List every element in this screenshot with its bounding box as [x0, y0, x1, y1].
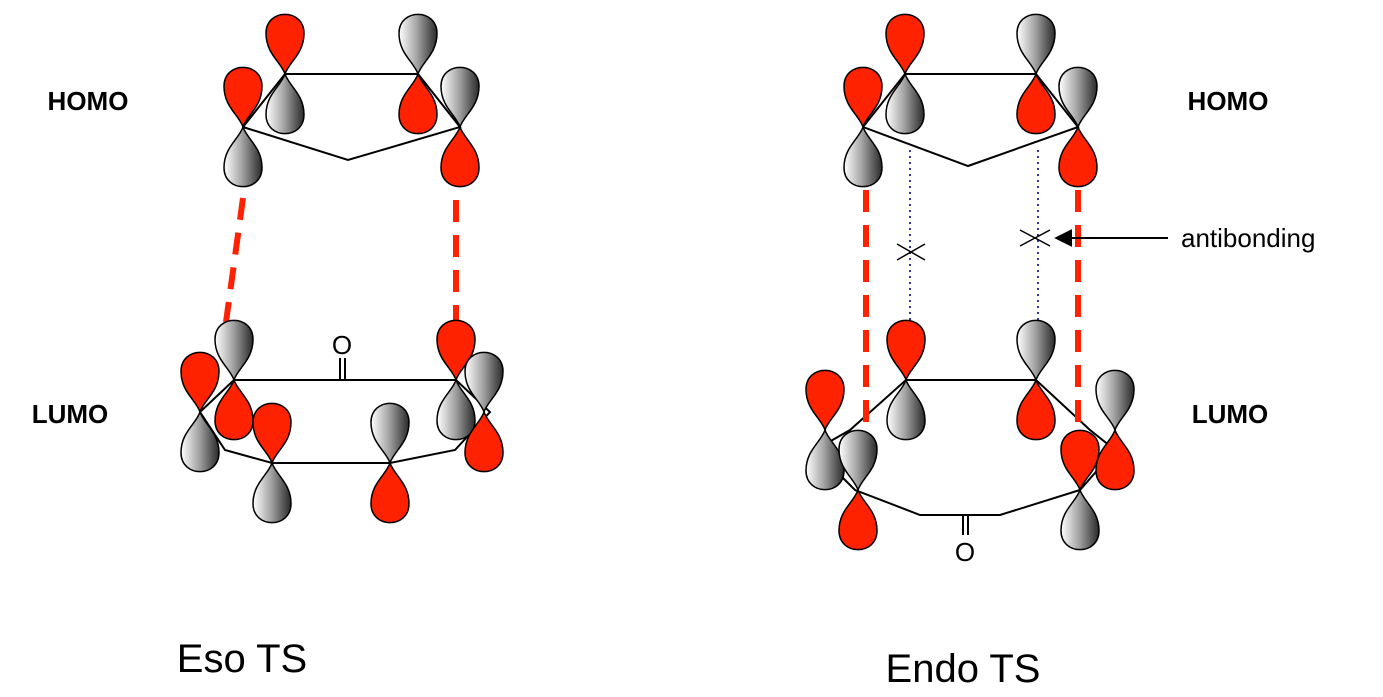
- endo-homo-p-orbital-2-bottom-lobe: [885, 71, 925, 135]
- exo-homo-p-orbital-1-bottom-lobe: [223, 124, 263, 188]
- endo-lumo-p-orbital-1-bottom-lobe: [805, 427, 845, 491]
- endo-homo-p-orbital-1-top-lobe: [843, 66, 883, 130]
- exo-homo-p-orbital-4-top-lobe: [440, 66, 480, 130]
- exo-homo-p-orbital-2-top-lobe: [265, 13, 305, 77]
- endo-lumo-p-orbital-6-top-lobe: [1095, 369, 1135, 433]
- endo-lumo-p-orbital-4-bottom-lobe: [1016, 377, 1056, 441]
- endo-lumo-p-orbital-5-top-lobe: [1060, 429, 1100, 493]
- exo-lumo-p-orbital-1-top-lobe: [180, 351, 220, 415]
- endo-lumo-p-orbital-2-top-lobe: [838, 429, 878, 493]
- exo-lumo-ring: [199, 379, 492, 464]
- exo-homo-p-orbital-3-top-lobe: [398, 13, 438, 77]
- exo-homo-p-orbital-4-bottom-lobe: [440, 124, 480, 188]
- endo-homo-p-orbital-4-top-lobe: [1058, 66, 1098, 130]
- endo-homo-p-orbital-3-bottom-lobe: [1016, 71, 1056, 135]
- exo-carbonyl-oxygen: O: [332, 330, 352, 360]
- exo-lumo-p-orbital-4-bottom-lobe: [370, 460, 410, 524]
- endo-carbonyl-oxygen: O: [955, 537, 975, 567]
- endo-lumo-p-orbital-3-top-lobe: [886, 319, 926, 383]
- endo-orbital-lobes: [805, 13, 1135, 551]
- endo-homo-p-orbital-4-bottom-lobe: [1058, 124, 1098, 188]
- exo-lumo-label: LUMO: [32, 399, 109, 429]
- endo-homo-p-orbital-3-top-lobe: [1016, 13, 1056, 77]
- exo-homo-label: HOMO: [48, 86, 129, 116]
- exo-homo-p-orbital-1-top-lobe: [223, 66, 263, 130]
- exo-orbital-lobes: [180, 13, 504, 524]
- endo-lumo-p-orbital-2-bottom-lobe: [838, 487, 878, 551]
- endo-lumo-p-orbital-5-bottom-lobe: [1060, 487, 1100, 551]
- exo-lumo-p-orbital-2-bottom-lobe: [214, 377, 254, 441]
- endo-antibonding-cross-left: [896, 243, 926, 261]
- endo-antibonding-cross-right: [1019, 229, 1051, 247]
- exo-lumo-p-orbital-1-bottom-lobe: [180, 409, 220, 473]
- exo-homo-p-orbital-2-bottom-lobe: [265, 71, 305, 135]
- exo-lumo-p-orbital-6-top-lobe: [464, 351, 504, 415]
- endo-homo-p-orbital-1-bottom-lobe: [843, 124, 883, 188]
- exo-lumo-p-orbital-2-top-lobe: [214, 319, 254, 383]
- endo-lumo-label: LUMO: [1192, 399, 1269, 429]
- endo-lumo-p-orbital-1-top-lobe: [805, 369, 845, 433]
- exo-lumo-p-orbital-4-top-lobe: [370, 402, 410, 466]
- exo-panel: O HOMO LUMO Eso TS: [32, 13, 504, 681]
- endo-homo-label: HOMO: [1188, 86, 1269, 116]
- endo-caption: Endo TS: [886, 647, 1041, 691]
- antibonding-label: antibonding: [1181, 223, 1315, 253]
- exo-bonding-dash-left: [223, 197, 246, 323]
- endo-panel: antibonding O HOMO LUMO Endo TS: [805, 13, 1315, 691]
- endo-lumo-p-orbital-4-top-lobe: [1016, 319, 1056, 383]
- exo-lumo-p-orbital-3-bottom-lobe: [252, 460, 292, 524]
- endo-homo-p-orbital-2-top-lobe: [885, 13, 925, 77]
- exo-lumo-p-orbital-3-top-lobe: [252, 402, 292, 466]
- endo-lumo-p-orbital-6-bottom-lobe: [1095, 427, 1135, 491]
- exo-lumo-p-orbital-6-bottom-lobe: [464, 409, 504, 473]
- exo-homo-ring: [242, 73, 462, 162]
- exo-caption: Eso TS: [177, 637, 307, 681]
- exo-homo-p-orbital-3-bottom-lobe: [398, 71, 438, 135]
- endo-homo-ring: [862, 73, 1080, 168]
- exo-lumo-p-orbital-5-bottom-lobe: [436, 377, 476, 441]
- endo-lumo-p-orbital-3-bottom-lobe: [886, 377, 926, 441]
